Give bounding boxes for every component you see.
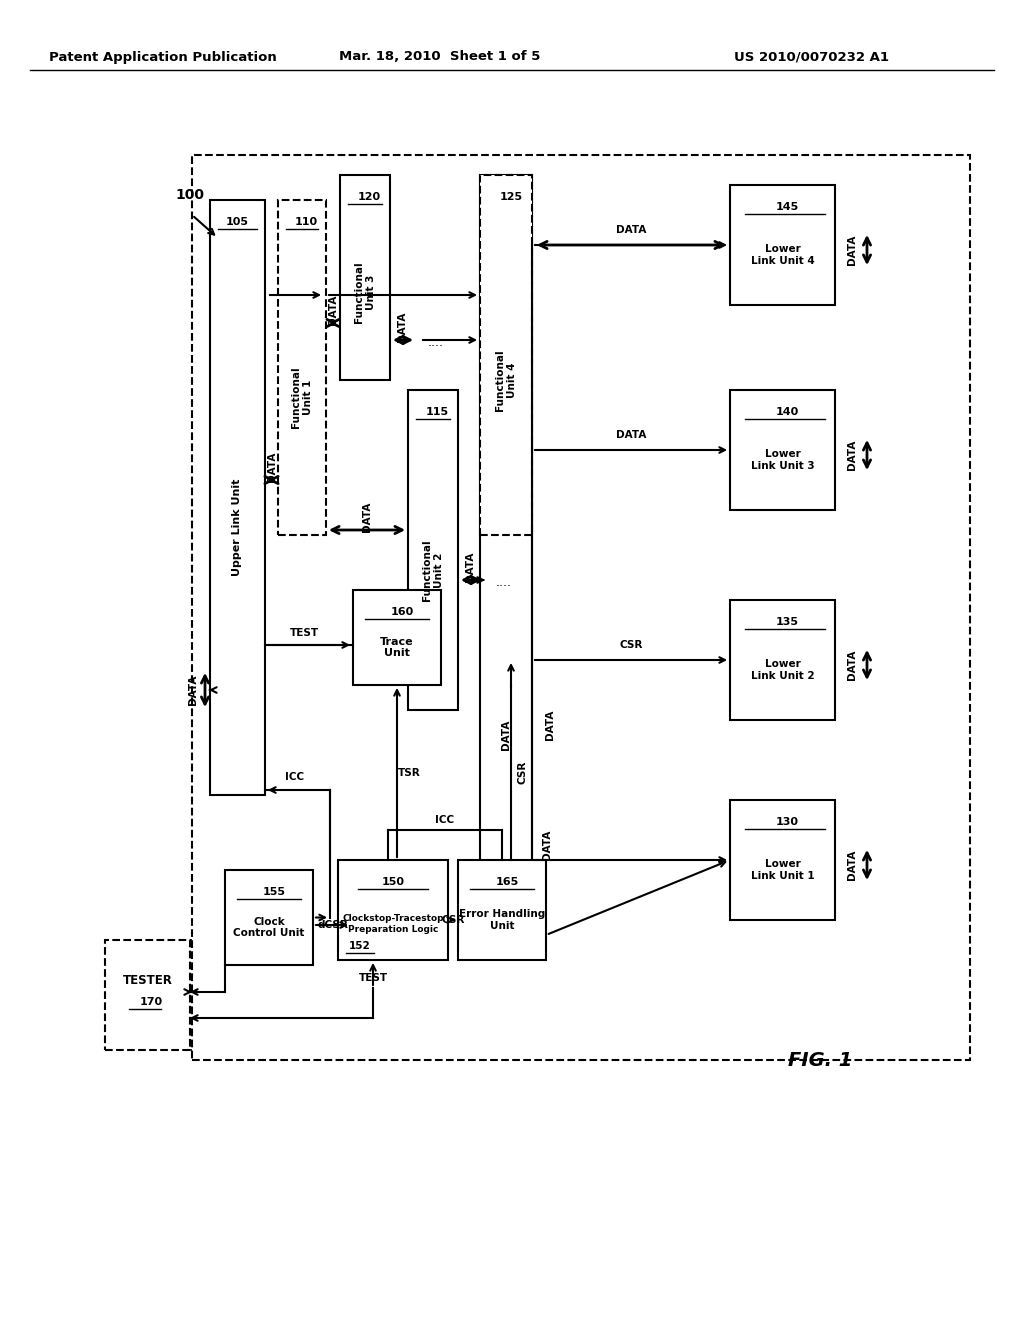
Text: US 2010/0070232 A1: US 2010/0070232 A1 (734, 50, 890, 63)
Text: Lower
Link Unit 3: Lower Link Unit 3 (751, 449, 814, 471)
Bar (480, 176, 532, 895)
Text: 140: 140 (776, 407, 799, 417)
Bar (730, 800, 835, 920)
Text: 105: 105 (226, 216, 249, 227)
Text: 145: 145 (776, 202, 799, 213)
Text: DATA: DATA (615, 224, 646, 235)
Text: DATA: DATA (847, 850, 857, 880)
Text: ICC: ICC (435, 814, 455, 825)
Text: Functional
Unit 1: Functional Unit 1 (291, 367, 312, 428)
Text: 130: 130 (776, 817, 799, 828)
Text: Mar. 18, 2010  Sheet 1 of 5: Mar. 18, 2010 Sheet 1 of 5 (339, 50, 541, 63)
Text: Error Handling
Unit: Error Handling Unit (459, 909, 545, 931)
Text: TESTER: TESTER (123, 974, 172, 986)
Text: CSR: CSR (518, 760, 528, 784)
Text: 135: 135 (776, 616, 799, 627)
Text: DATA: DATA (188, 675, 198, 705)
Bar (730, 389, 835, 510)
Text: dCSR: dCSR (317, 920, 348, 931)
Text: DATA: DATA (397, 312, 407, 342)
Text: ....: .... (496, 577, 512, 590)
Bar (480, 176, 532, 535)
Text: DATA: DATA (847, 649, 857, 680)
Bar (340, 176, 390, 380)
Text: Lower
Link Unit 4: Lower Link Unit 4 (751, 244, 814, 265)
Bar (105, 940, 190, 1049)
Text: DATA: DATA (266, 451, 276, 482)
Text: 152: 152 (349, 941, 371, 950)
Text: 170: 170 (140, 997, 163, 1007)
Text: DATA: DATA (615, 430, 646, 440)
Text: TEST: TEST (290, 628, 318, 638)
Text: DATA: DATA (328, 294, 338, 325)
Text: Lower
Link Unit 2: Lower Link Unit 2 (751, 659, 814, 681)
Text: 160: 160 (390, 607, 414, 616)
Text: Trace
Unit: Trace Unit (380, 636, 414, 659)
Text: 125: 125 (500, 191, 522, 202)
Text: 120: 120 (357, 191, 381, 202)
Bar (225, 870, 313, 965)
Text: CSR: CSR (441, 915, 465, 925)
Text: Upper Link Unit: Upper Link Unit (232, 479, 243, 577)
Bar (458, 861, 546, 960)
Bar (730, 601, 835, 719)
Text: 150: 150 (382, 876, 404, 887)
Text: FIG. 1: FIG. 1 (787, 1051, 852, 1069)
Bar (210, 201, 265, 795)
Bar (278, 201, 326, 535)
Text: 115: 115 (425, 407, 449, 417)
Text: Functional
Unit 2: Functional Unit 2 (422, 539, 443, 601)
Text: DATA: DATA (847, 440, 857, 470)
Text: 155: 155 (262, 887, 286, 898)
Text: CSR: CSR (620, 640, 643, 649)
Text: Patent Application Publication: Patent Application Publication (49, 50, 276, 63)
Text: Clock
Control Unit: Clock Control Unit (233, 916, 305, 939)
Text: Clockstop-Tracestop
Preparation Logic: Clockstop-Tracestop Preparation Logic (342, 915, 443, 933)
Bar (408, 389, 458, 710)
Text: DATA: DATA (542, 830, 552, 861)
Bar (730, 185, 835, 305)
Text: 100: 100 (175, 187, 204, 202)
Text: Lower
Link Unit 1: Lower Link Unit 1 (751, 859, 814, 880)
Text: DATA: DATA (465, 552, 475, 582)
Text: TSR: TSR (397, 767, 421, 777)
Text: ....: .... (428, 337, 444, 350)
Text: 110: 110 (295, 216, 317, 227)
Text: TEST: TEST (358, 973, 387, 983)
Bar (338, 861, 449, 960)
Bar (353, 590, 441, 685)
Text: 165: 165 (496, 876, 518, 887)
Text: Functional
Unit 3: Functional Unit 3 (354, 261, 376, 323)
Text: Functional
Unit 4: Functional Unit 4 (496, 350, 517, 411)
Text: DATA: DATA (847, 235, 857, 265)
Bar (193, 154, 970, 1060)
Text: DATA: DATA (362, 502, 372, 532)
Text: ICC: ICC (286, 772, 304, 781)
Text: DATA: DATA (545, 710, 555, 741)
Text: DATA: DATA (501, 719, 511, 750)
